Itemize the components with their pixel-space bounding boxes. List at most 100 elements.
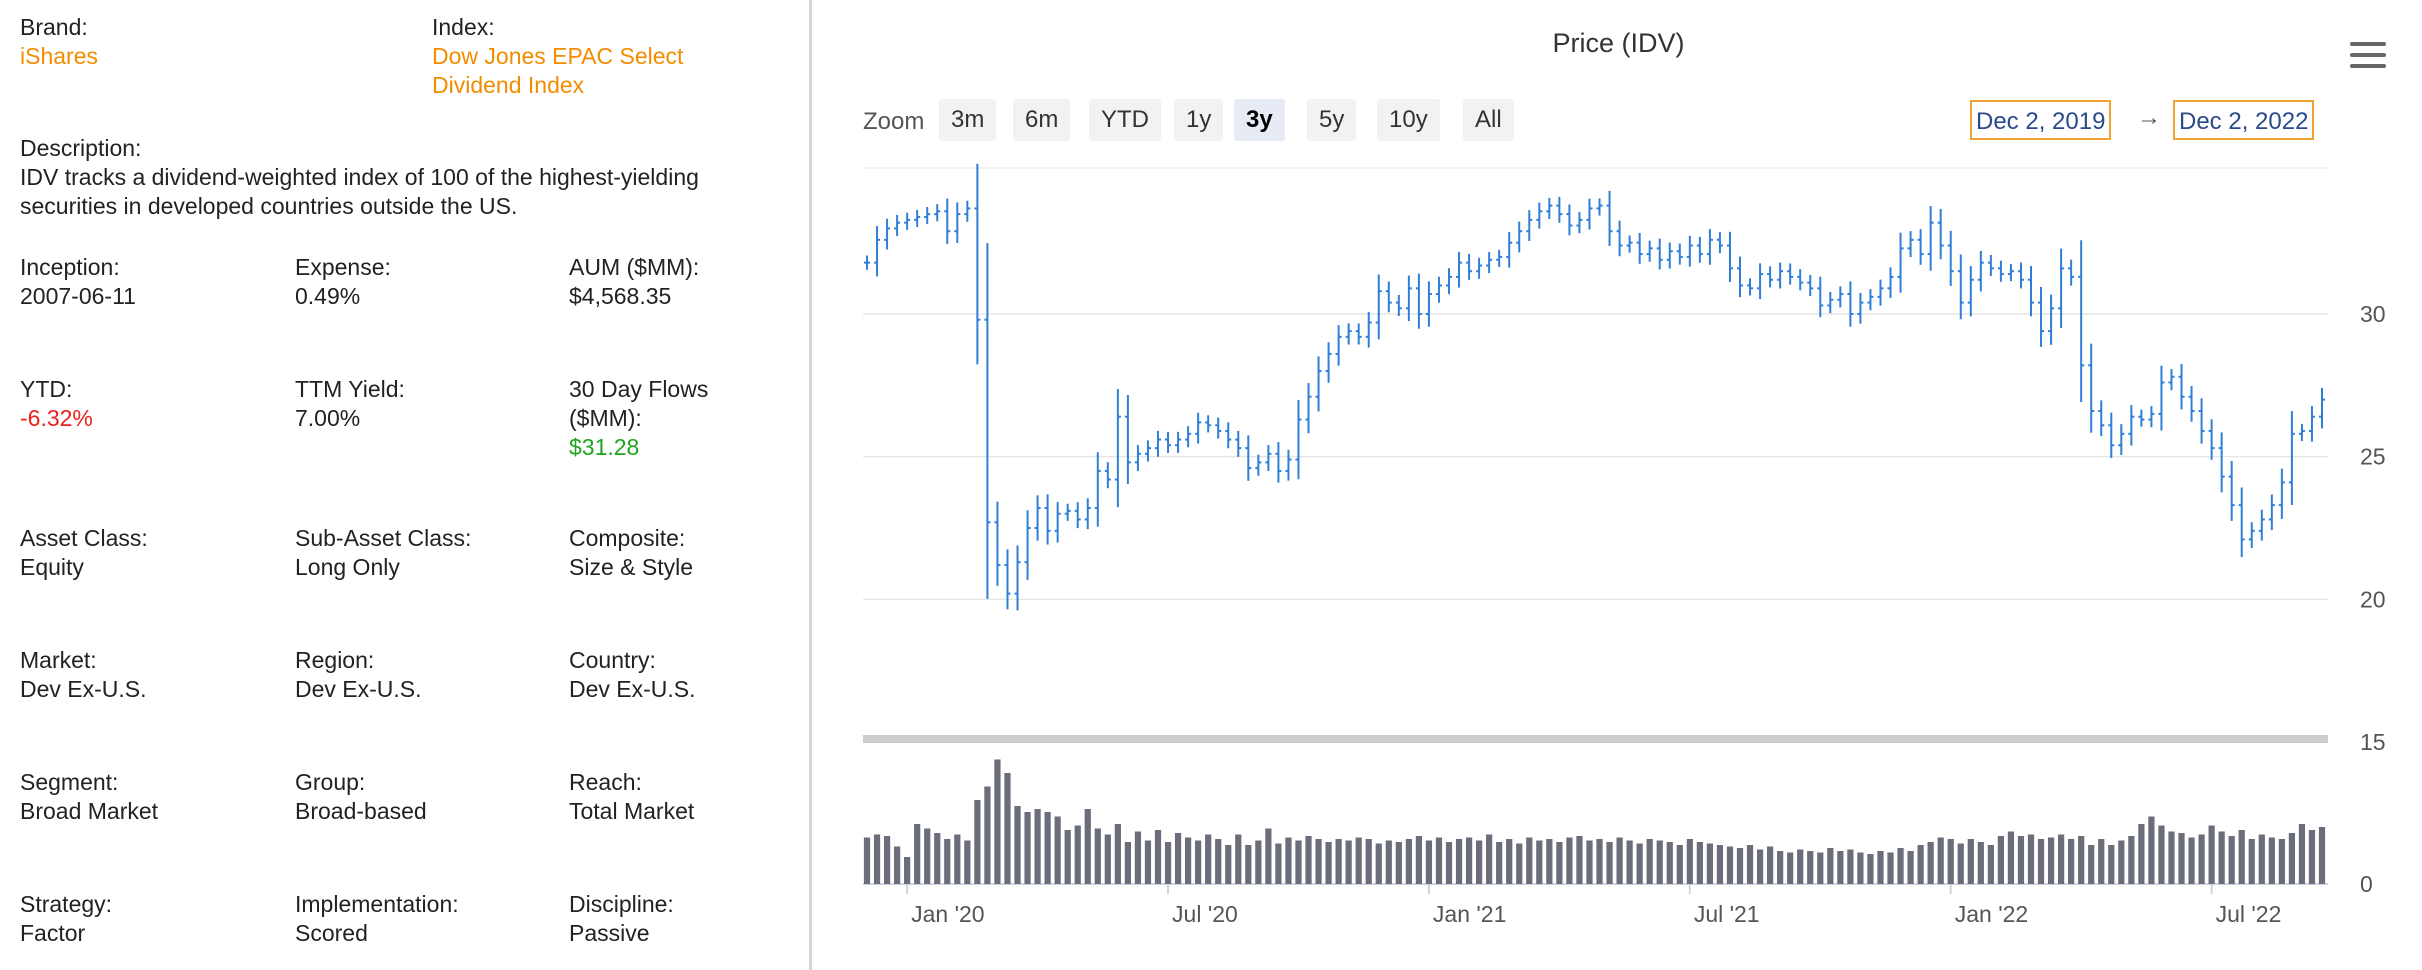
volume-bar bbox=[1104, 834, 1111, 884]
volume-bar bbox=[1435, 837, 1443, 884]
volume-bar bbox=[2178, 833, 2185, 884]
expense-label: Expense: bbox=[295, 254, 391, 280]
volume-bar bbox=[1455, 839, 1463, 884]
volume-bar bbox=[1144, 840, 1152, 884]
group-field: Group: Broad-based bbox=[295, 768, 427, 826]
volume-bar bbox=[1546, 839, 1553, 884]
volume-bar bbox=[2158, 825, 2165, 884]
segment-label: Segment: bbox=[20, 769, 119, 795]
volume-bar bbox=[1195, 840, 1202, 884]
volume-bar bbox=[1736, 848, 1744, 884]
volume-bar bbox=[883, 836, 891, 884]
volume-bar bbox=[1275, 843, 1282, 884]
asset-class-field: Asset Class: Equity bbox=[20, 524, 148, 582]
volume-bar bbox=[2078, 836, 2085, 884]
volume-bar bbox=[2238, 830, 2245, 884]
volume-bar bbox=[1907, 851, 1914, 884]
volume-bar bbox=[2168, 831, 2175, 884]
volume-bar bbox=[1465, 837, 1473, 884]
volume-bar bbox=[1285, 837, 1292, 884]
volume-bar bbox=[1074, 825, 1081, 884]
volume-bar bbox=[1987, 845, 1994, 884]
price-chart-panel: 15 20 25 30 0 Jan '20 Jul '20 Jan '21 Jul '21 Jan… bbox=[815, 0, 2422, 970]
zoom-ytd-button[interactable]: YTD bbox=[1089, 99, 1161, 141]
ytd-value: -6.32% bbox=[20, 405, 93, 431]
to-date-input[interactable]: Dec 2, 2022 bbox=[2173, 100, 2315, 140]
volume-bar bbox=[1536, 840, 1543, 884]
volume-bar bbox=[1054, 816, 1061, 884]
market-field: Market: Dev Ex-U.S. bbox=[20, 646, 147, 704]
volume-bar bbox=[1997, 836, 2005, 884]
volume-bar bbox=[1184, 837, 1192, 884]
volume-bar bbox=[1726, 846, 1734, 884]
volume-bar bbox=[924, 828, 931, 884]
volume-bar bbox=[1746, 845, 1754, 884]
volume-bar bbox=[1716, 845, 1724, 884]
volume-bar bbox=[2248, 839, 2255, 884]
volume-bar bbox=[1556, 842, 1563, 884]
volume-bar bbox=[2007, 831, 2015, 884]
volume-bar bbox=[2228, 836, 2235, 884]
zoom-3y-button[interactable]: 3y bbox=[1234, 99, 1285, 141]
volume-bar bbox=[1084, 809, 1091, 884]
price-tick-label-25: 25 bbox=[2360, 444, 2386, 470]
volume-bar bbox=[1345, 840, 1352, 884]
inception-value: 2007-06-11 bbox=[20, 283, 136, 309]
volume-bar bbox=[1666, 842, 1673, 884]
group-value: Broad-based bbox=[295, 798, 427, 824]
volume-bar bbox=[934, 833, 941, 884]
zoom-label: Zoom bbox=[863, 108, 925, 135]
volume-bar bbox=[1917, 845, 1924, 884]
zoom-all-button[interactable]: All bbox=[1463, 99, 1514, 141]
volume-bar bbox=[2047, 837, 2055, 884]
volume-bar bbox=[1947, 839, 1954, 884]
from-date-input[interactable]: Dec 2, 2019 bbox=[1970, 100, 2112, 140]
volume-bar bbox=[2218, 831, 2225, 884]
index-value-line2[interactable]: Dividend Index bbox=[432, 72, 585, 98]
volume-bar bbox=[1034, 809, 1041, 884]
index-value-line1[interactable]: Dow Jones EPAC Select bbox=[432, 43, 684, 69]
volume-bar bbox=[1114, 824, 1121, 884]
volume-bar bbox=[1606, 842, 1613, 884]
flows-label-line2: ($MM): bbox=[569, 405, 642, 431]
aum-field: AUM ($MM): $4,568.35 bbox=[569, 253, 699, 311]
volume-bar bbox=[1506, 839, 1513, 884]
zoom-1y-button[interactable]: 1y bbox=[1174, 99, 1224, 141]
volume-bar bbox=[1154, 830, 1162, 884]
volume-bar bbox=[1355, 837, 1362, 884]
volume-bar bbox=[1766, 846, 1774, 884]
region-field: Region: Dev Ex-U.S. bbox=[295, 646, 422, 704]
brand-value[interactable]: iShares bbox=[20, 43, 98, 69]
volume-bar bbox=[1566, 837, 1573, 884]
volume-bar bbox=[2278, 839, 2285, 884]
zoom-6m-button[interactable]: 6m bbox=[1013, 99, 1071, 141]
implementation-field: Implementation: Scored bbox=[295, 890, 459, 948]
volume-bar bbox=[1646, 839, 1653, 884]
zoom-5y-button[interactable]: 5y bbox=[1307, 99, 1357, 141]
volume-bar bbox=[1897, 848, 1904, 884]
ytd-label: YTD: bbox=[20, 376, 73, 402]
reach-field: Reach: Total Market bbox=[569, 768, 694, 826]
volume-bar bbox=[1967, 839, 1974, 884]
volume-bar bbox=[1375, 843, 1382, 884]
volume-bar bbox=[1245, 845, 1252, 884]
segment-field: Segment: Broad Market bbox=[20, 768, 158, 826]
composite-field: Composite: Size & Style bbox=[569, 524, 693, 582]
volume-bar bbox=[2148, 816, 2155, 884]
inception-field: Inception: 2007-06-11 bbox=[20, 253, 136, 311]
expense-value: 0.49% bbox=[295, 283, 361, 309]
hamburger-menu-icon[interactable] bbox=[2350, 42, 2386, 70]
volume-bar bbox=[1164, 842, 1172, 884]
price-chart[interactable]: 15 20 25 30 0 Jan '20 Jul '20 Jan '21 Jul '21 Jan… bbox=[815, 0, 2422, 970]
volume-bar bbox=[1225, 845, 1232, 884]
zoom-3m-button[interactable]: 3m bbox=[939, 99, 997, 141]
zoom-10y-button[interactable]: 10y bbox=[1377, 99, 1440, 141]
volume-bar bbox=[1395, 842, 1402, 884]
market-value: Dev Ex-U.S. bbox=[20, 676, 147, 702]
chart-title: Price (IDV) bbox=[1552, 28, 1685, 58]
volume-bar bbox=[984, 786, 991, 884]
volume-bar bbox=[2288, 833, 2296, 884]
volume-bar bbox=[873, 834, 881, 884]
x-tick-label: Jan '21 bbox=[1433, 901, 1506, 927]
volume-bar bbox=[2037, 839, 2045, 884]
